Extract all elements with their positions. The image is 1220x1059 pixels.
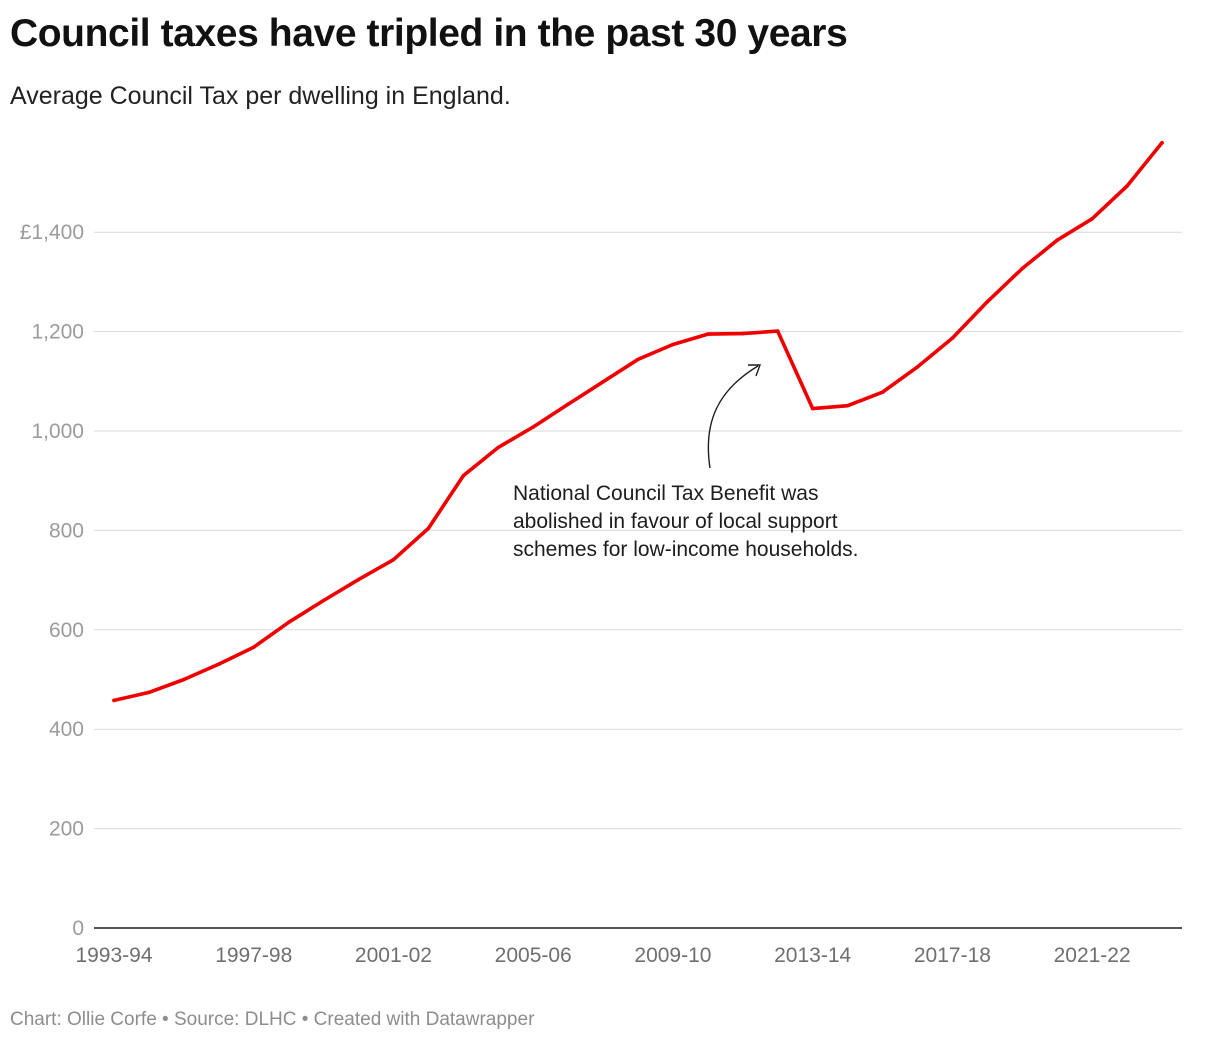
y-tick-label: 400	[49, 718, 84, 741]
data-point	[531, 425, 535, 429]
data-point	[251, 645, 256, 649]
y-tick-label: 800	[49, 519, 84, 542]
x-tick-label: 2001-02	[355, 944, 432, 967]
data-point	[426, 526, 431, 531]
data-point	[217, 662, 221, 666]
data-point	[391, 557, 396, 562]
y-tick-label: £1,400	[20, 221, 84, 244]
data-point	[845, 403, 850, 408]
y-tick-label: 1,200	[31, 321, 84, 344]
annotation-arrow	[707, 365, 759, 469]
data-point	[112, 698, 116, 703]
data-point	[880, 390, 885, 395]
data-point	[636, 357, 640, 362]
data-point	[706, 332, 710, 336]
annotation-arrowhead	[748, 364, 761, 377]
annotation-line-2: abolished in favour of local support	[513, 510, 838, 533]
chart-footer: Chart: Ollie Corfe • Source: DLHC • Crea…	[10, 1009, 535, 1030]
data-point	[915, 365, 920, 369]
data-point	[147, 690, 151, 695]
data-point	[461, 473, 466, 478]
x-tick-label: 2021-22	[1054, 944, 1131, 967]
chart-subtitle: Average Council Tax per dwelling in Engl…	[10, 82, 511, 110]
y-tick-label: 600	[49, 619, 84, 642]
x-tick-label: 1993-94	[75, 944, 152, 967]
y-tick-label: 1,000	[31, 420, 84, 443]
data-point	[1090, 216, 1094, 221]
series-layer	[112, 140, 1164, 703]
x-tick-label: 2009-10	[634, 944, 711, 967]
data-point	[671, 342, 675, 347]
y-axis-labels: 0 200 400 600 800 1,000 1,200 £1,400	[20, 221, 84, 940]
gridlines	[94, 231, 1182, 929]
annotation: National Council Tax Benefit was abolish…	[513, 364, 859, 561]
x-axis-labels: 1993-94 1997-98 2001-02 2005-06 2009-10 2013-…	[75, 944, 1130, 967]
data-point	[496, 445, 501, 450]
data-point	[775, 329, 780, 333]
data-point	[286, 620, 291, 625]
data-point	[601, 379, 605, 384]
data-point	[1020, 266, 1025, 271]
data-point	[182, 677, 186, 682]
data-point	[741, 331, 745, 336]
data-point	[810, 406, 815, 411]
x-tick-label: 2013-14	[774, 944, 851, 967]
data-point	[985, 299, 990, 304]
x-tick-label: 2017-18	[914, 944, 991, 967]
x-tick-label: 1997-98	[215, 944, 292, 967]
data-point	[950, 336, 955, 340]
data-point	[1055, 238, 1059, 242]
data-point	[1125, 184, 1129, 188]
annotation-line-3: schemes for low-income households.	[513, 538, 859, 561]
data-point	[321, 598, 326, 603]
series-line	[112, 140, 1164, 703]
x-tick-label: 2005-06	[495, 944, 572, 967]
chart-title: Council taxes have tripled in the past 3…	[10, 12, 848, 55]
y-tick-label: 200	[49, 818, 84, 841]
y-tick-label: 0	[72, 917, 84, 940]
data-point	[566, 402, 570, 406]
data-point	[356, 577, 361, 582]
data-point	[1160, 140, 1164, 145]
annotation-line-1: National Council Tax Benefit was	[513, 482, 818, 505]
